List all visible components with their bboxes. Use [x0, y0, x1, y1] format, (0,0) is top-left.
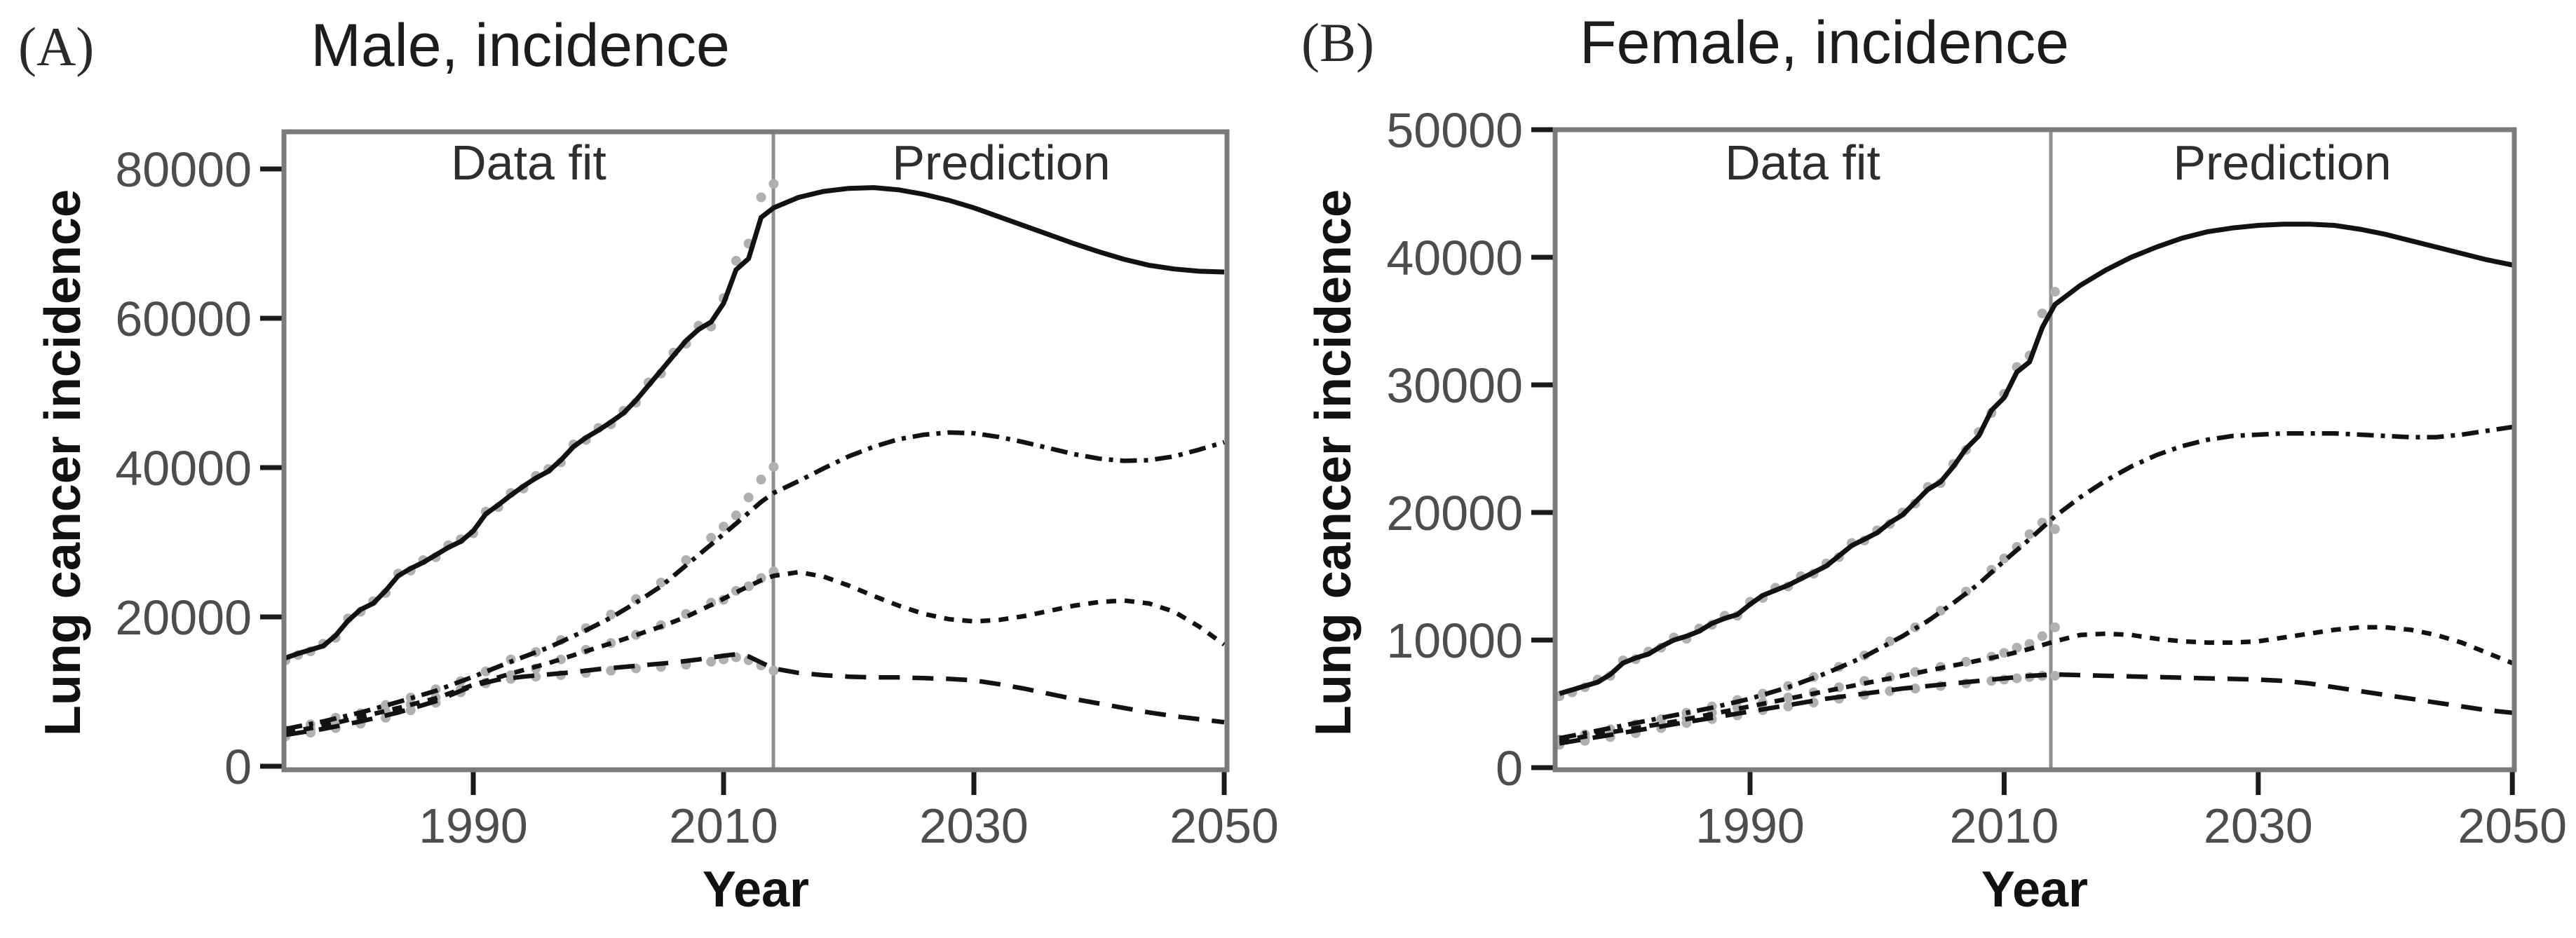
x-tick-label-b-1990: 1990 [1695, 798, 1805, 853]
observed-dot [2012, 673, 2022, 684]
observed-dot [656, 578, 666, 588]
panel-b-prediction-label: Prediction [2173, 135, 2392, 190]
x-tick-label-a-2050: 2050 [1170, 798, 1279, 853]
observed-dot [2037, 631, 2047, 641]
panel-b-title: Female, incidence [1580, 9, 2069, 76]
y-tick-label-a-60000: 60000 [115, 292, 252, 346]
series-line-b-solid [1559, 222, 2513, 696]
observed-dot [768, 461, 779, 472]
observed-dot [405, 705, 416, 716]
observed-dot [756, 475, 766, 485]
observed-dots-a-solid [284, 179, 779, 665]
observed-dot [1783, 692, 1794, 702]
series-line-b-dash-dot [1559, 424, 2513, 741]
observed-dot [706, 656, 717, 667]
y-tick-label-b-30000: 30000 [1386, 358, 1523, 413]
series-line-a-dash-dot [285, 430, 1225, 731]
observed-dot [2024, 529, 2035, 539]
x-tick-label-a-1990: 1990 [419, 798, 528, 853]
series-line-b-long-dash [1559, 672, 2513, 746]
observed-dot [1910, 684, 1920, 694]
panel-b-x-axis-title: Year [1981, 862, 2089, 918]
series-line-a-short-dash [285, 569, 1226, 735]
plot-frame-a [281, 129, 1230, 773]
observed-dot [2049, 524, 2060, 534]
observed-dots-a-dash-dot [284, 461, 779, 735]
observed-dot [768, 179, 779, 189]
x-tick-label-b-2050: 2050 [2458, 798, 2567, 853]
observed-dot [2049, 287, 2060, 297]
observed-dot [1961, 656, 1972, 667]
observed-dot [2037, 308, 2047, 319]
observed-dot [1758, 688, 1768, 699]
panel-a-data-fit-label: Data fit [451, 135, 606, 190]
panel-b-label: (B) [1301, 12, 1374, 73]
y-tick-label-a-80000: 80000 [115, 142, 252, 197]
y-tick-label-a-0: 0 [224, 740, 252, 794]
observed-dot [768, 665, 779, 676]
panel-a-x-axis-title: Year [702, 862, 810, 918]
y-tick-label-b-0: 0 [1496, 741, 1523, 796]
observed-dot [719, 522, 728, 532]
observed-dot [2049, 622, 2060, 632]
panel-b-y-axis-title: Lung cancer incidence [1306, 189, 1362, 737]
observed-dots-b-short-dash [1555, 622, 2060, 747]
observed-dots-b-solid [1555, 287, 2060, 702]
series-line-a-solid [285, 185, 1225, 660]
observed-dot [731, 255, 741, 266]
panel-a-label: (A) [18, 16, 95, 77]
observed-dot [681, 555, 691, 566]
y-tick-label-b-50000: 50000 [1386, 103, 1523, 158]
plot-frame-b [1552, 127, 2517, 773]
y-tick-label-a-40000: 40000 [115, 441, 252, 496]
observed-dot [731, 510, 741, 521]
panel-b-data-fit-label: Data fit [1725, 135, 1880, 190]
observed-dots-b-long-dash [1555, 670, 2060, 750]
observed-dot [2049, 670, 2060, 681]
observed-dot [1910, 667, 1920, 677]
observed-dot [706, 533, 717, 543]
y-tick-label-a-20000: 20000 [115, 590, 252, 645]
x-tick-label-b-2010: 2010 [1950, 798, 2059, 853]
panel-a-title: Male, incidence [311, 12, 730, 79]
y-tick-label-b-20000: 20000 [1386, 486, 1523, 541]
observed-dots-a-long-dash [284, 652, 779, 742]
y-tick-label-b-10000: 10000 [1386, 613, 1523, 668]
observed-dots-b-dash-dot [1555, 517, 2060, 745]
observed-dot [756, 192, 766, 203]
x-tick-label-b-2030: 2030 [2204, 798, 2313, 853]
observed-dot [1783, 701, 1794, 712]
observed-dot [2012, 642, 2022, 653]
observed-dot [606, 665, 616, 676]
panel-a-y-axis-title: Lung cancer incidence [35, 189, 91, 737]
panel-a-prediction-label: Prediction [892, 135, 1111, 190]
observed-dot [743, 492, 754, 503]
y-tick-label-b-40000: 40000 [1386, 231, 1523, 285]
x-tick-label-a-2030: 2030 [919, 798, 1029, 853]
observed-dot [1999, 648, 2009, 658]
observed-dot [743, 581, 754, 592]
x-tick-label-a-2010: 2010 [669, 798, 778, 853]
series-line-b-short-dash [1559, 625, 2514, 744]
